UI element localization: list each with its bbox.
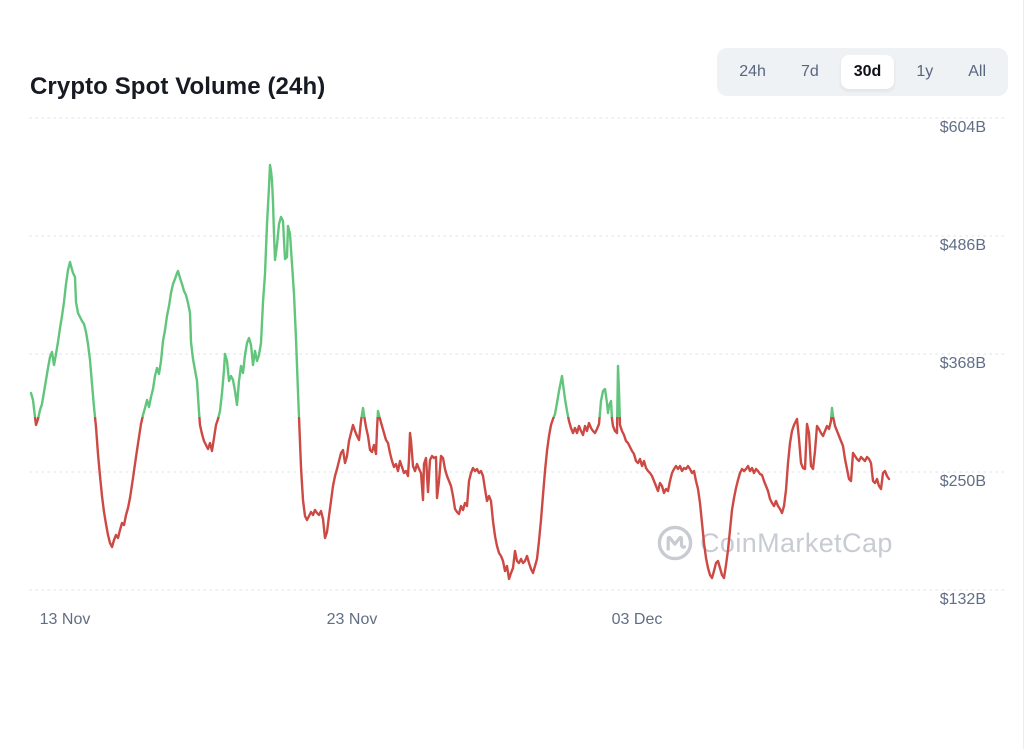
x-axis-label: 23 Nov <box>327 611 378 628</box>
range-selector: 24h 7d 30d 1y All <box>717 48 1008 96</box>
volume-line-below-threshold <box>33 417 891 581</box>
x-axis-label: 13 Nov <box>40 611 91 628</box>
y-axis-label: $368B <box>940 355 986 372</box>
y-axis-label: $250B <box>940 473 986 490</box>
watermark-text: CoinMarketCap <box>700 527 893 558</box>
range-button-all[interactable]: All <box>955 55 999 89</box>
range-button-1y[interactable]: 1y <box>903 55 946 89</box>
range-button-30d[interactable]: 30d <box>840 55 895 89</box>
watermark: CoinMarketCap <box>655 523 893 563</box>
y-axis-label: $486B <box>940 237 986 254</box>
range-button-24h[interactable]: 24h <box>726 55 779 89</box>
y-axis-label: $604B <box>940 119 986 136</box>
volume-line-above-threshold <box>29 163 835 417</box>
x-axis-label: 03 Dec <box>612 611 663 628</box>
range-button-7d[interactable]: 7d <box>788 55 832 89</box>
coinmarketcap-logo-icon <box>657 525 693 561</box>
y-axis-label: $132B <box>940 591 986 608</box>
page-title: Crypto Spot Volume (24h) <box>30 73 326 101</box>
